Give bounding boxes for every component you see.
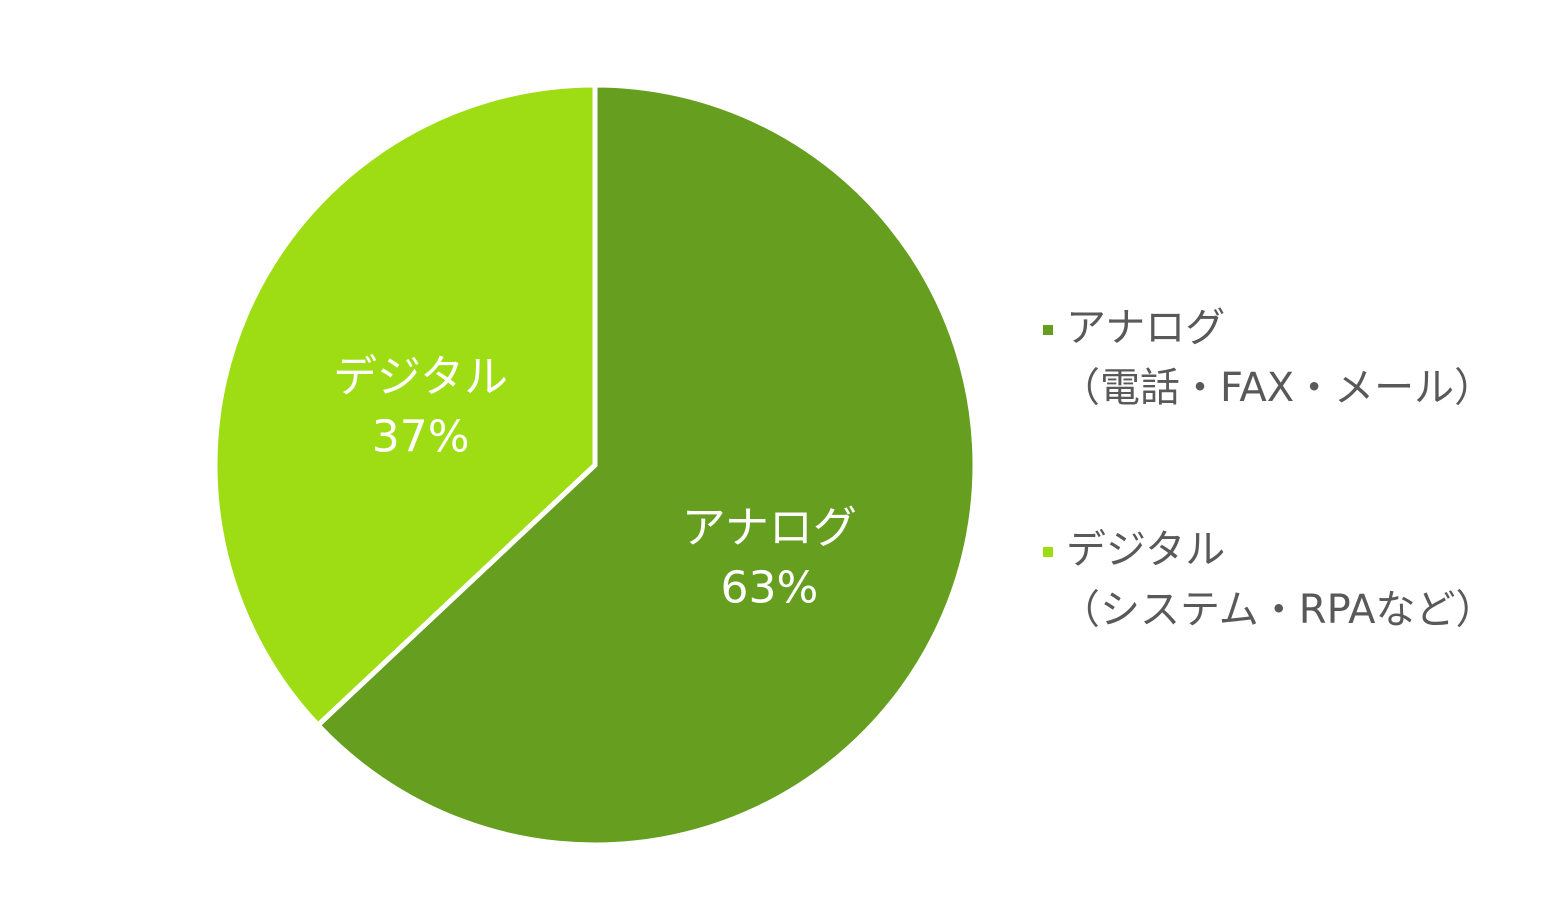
legend-marker <box>1043 547 1053 557</box>
pie-slice <box>315 82 978 848</box>
pie-slice <box>212 82 598 728</box>
legend-marker <box>1043 325 1053 335</box>
slice-category-label: アナログ <box>682 502 857 553</box>
legend-note: （システム・RPAなど） <box>1060 587 1496 633</box>
slice-value-label: 37% <box>372 412 470 463</box>
slice-value-label: 63% <box>720 562 818 613</box>
legend-note: （電話・FAX・メール） <box>1060 365 1494 411</box>
legend-label: デジタル <box>1066 527 1225 573</box>
slice-category-label: デジタル <box>333 352 508 403</box>
legend-label: アナログ <box>1066 305 1225 351</box>
